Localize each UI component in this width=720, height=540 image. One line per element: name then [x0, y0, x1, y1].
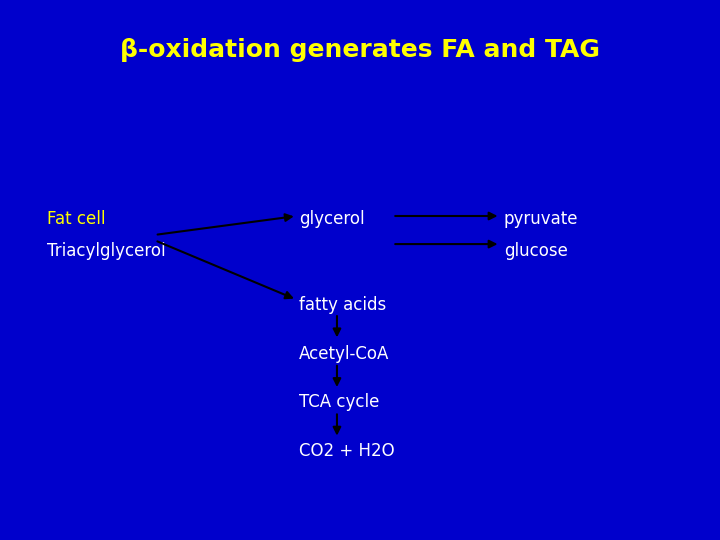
Text: Fat cell: Fat cell: [47, 210, 105, 228]
Text: glucose: glucose: [504, 242, 568, 260]
Text: β-oxidation generates FA and TAG: β-oxidation generates FA and TAG: [120, 38, 600, 62]
Text: Triacylglycerol: Triacylglycerol: [47, 242, 166, 260]
Text: TCA cycle: TCA cycle: [299, 393, 379, 411]
Text: fatty acids: fatty acids: [299, 296, 386, 314]
Text: Acetyl-CoA: Acetyl-CoA: [299, 345, 390, 363]
Text: pyruvate: pyruvate: [504, 210, 578, 228]
Text: glycerol: glycerol: [299, 210, 364, 228]
Text: CO2 + H2O: CO2 + H2O: [299, 442, 395, 460]
